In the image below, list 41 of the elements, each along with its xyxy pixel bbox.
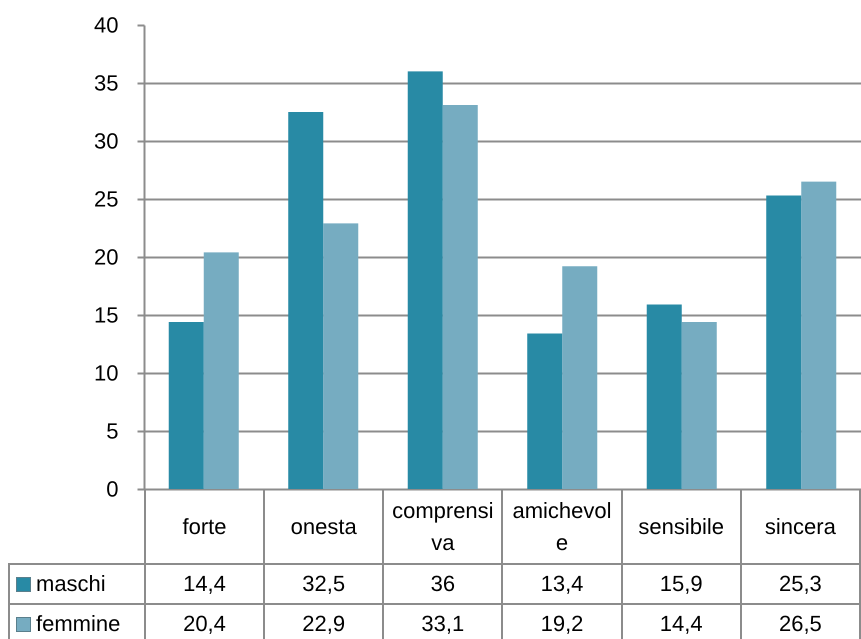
bar [323,223,358,489]
legend-label: maschi [9,564,145,604]
bar [408,71,443,489]
x-tick-label: forte [144,490,264,564]
x-tick-label: onesta [264,490,384,564]
y-tick-label: 20 [94,244,118,270]
bar [168,322,204,489]
data-label: 14,4 [144,564,264,604]
data-label: 33,1 [383,604,502,639]
data-label: 19,2 [502,604,622,639]
x-tick-label: comprensiva [383,490,502,564]
bar [646,304,682,489]
bar [801,182,836,489]
data-label: 15,9 [622,564,741,604]
y-tick-label: 30 [94,128,118,154]
data-label: 22,9 [264,604,384,639]
legend-label: femmine [9,604,145,639]
data-label: 25,3 [740,564,860,604]
y-tick-label: 25 [94,186,118,212]
data-label: 36 [383,564,502,604]
y-tick-label: 15 [94,302,118,328]
data-label: 26,5 [740,604,860,639]
bar [204,252,239,489]
bar [682,322,717,489]
y-tick-label: 35 [94,70,118,96]
x-tick-label: sincera [740,490,860,564]
bar [442,105,478,489]
data-label: 20,4 [144,604,264,639]
x-tick-label: amichevole [502,490,622,564]
bar [562,266,598,489]
bar [766,196,802,489]
bar [288,112,324,489]
x-tick-label: sensibile [622,490,741,564]
y-tick-label: 0 [106,476,118,502]
data-label: 32,5 [264,564,384,604]
y-tick-label: 5 [106,418,118,444]
data-label: 14,4 [622,604,741,639]
bar [527,334,562,489]
y-tick-label: 10 [94,360,118,386]
y-tick-label: 40 [94,12,118,38]
data-label: 13,4 [502,564,622,604]
